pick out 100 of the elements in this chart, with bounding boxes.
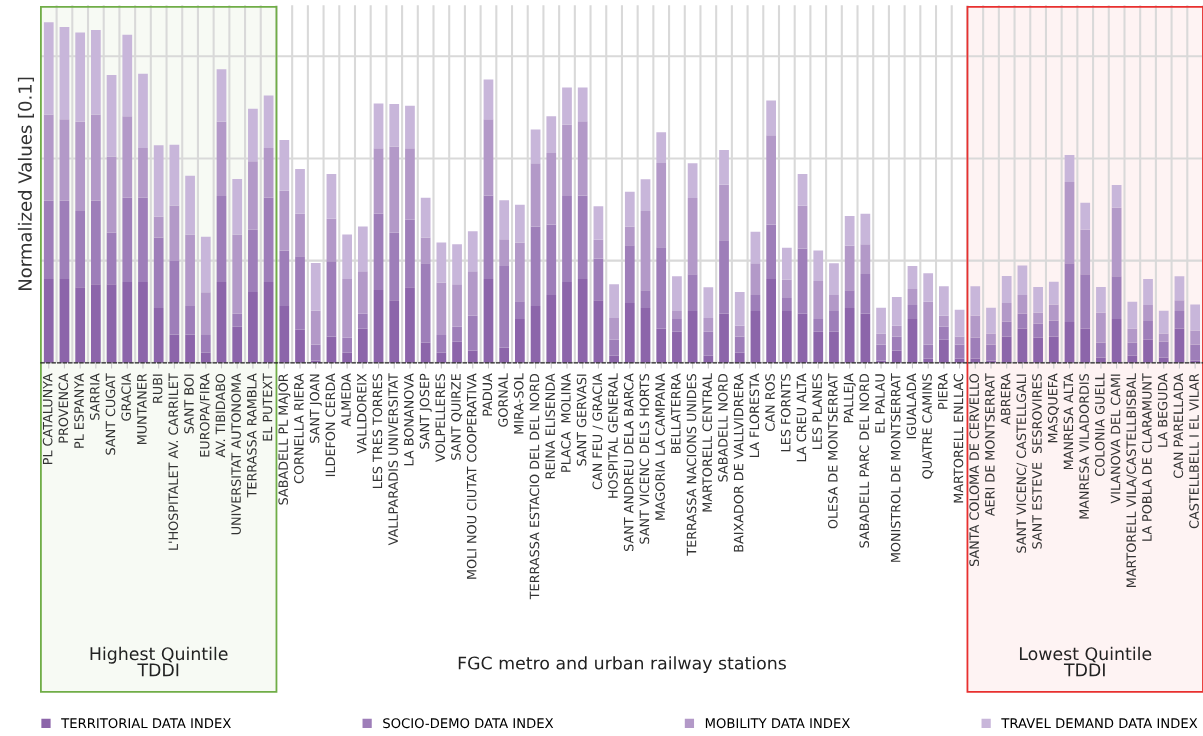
x-tick-label: SABADELL NORD [718, 374, 728, 482]
bar [1174, 276, 1185, 301]
bar [185, 234, 195, 306]
x-tick-label: EL PUTEXT [262, 373, 273, 441]
bar [263, 197, 274, 283]
bar [138, 197, 148, 283]
bar [1048, 320, 1059, 337]
bar [797, 313, 808, 363]
bar [106, 74, 117, 157]
bar [185, 305, 195, 335]
bar [279, 140, 290, 191]
x-tick-label: COLONIA GUELL [1094, 373, 1105, 476]
bar [200, 236, 211, 293]
bar [43, 22, 54, 115]
x-tick-label: LA POBLA DE CLARAMUNT [1142, 373, 1152, 541]
x-tick-label: BAIXADOR DE VALLVIDRERA [733, 373, 744, 552]
bar [483, 79, 494, 120]
bar [1001, 275, 1012, 303]
bar [1096, 286, 1106, 313]
bar [342, 234, 352, 280]
bar [593, 258, 604, 301]
bar [562, 282, 572, 363]
x-tick-label: SABADELL PL MAJOR [278, 373, 291, 505]
bar [1080, 328, 1091, 363]
bar [216, 69, 227, 122]
bar [687, 311, 698, 363]
bar [389, 300, 400, 363]
bar [970, 337, 981, 359]
bar [1033, 312, 1043, 324]
bar [1190, 304, 1201, 331]
bar [1111, 185, 1122, 208]
x-tick-label: MANRESA VILADORDIS [1079, 373, 1089, 519]
x-tick-label: MIRA-SOL [513, 373, 524, 434]
bar [373, 213, 384, 290]
bar [939, 339, 949, 363]
bar [734, 352, 745, 363]
x-tick-label: CAN PARELLADA [1173, 373, 1184, 479]
bar [91, 200, 101, 285]
bar [1033, 337, 1043, 363]
bar [263, 282, 274, 363]
x-tick-label: SANT ANDREU DELA BARCA [623, 373, 634, 551]
bar [1111, 276, 1122, 319]
bar [75, 287, 86, 363]
bar [1190, 330, 1201, 345]
x-tick-label: LA CREU ALTA [796, 373, 807, 462]
bar [452, 284, 462, 327]
bar [1048, 281, 1059, 305]
bar [891, 297, 902, 326]
bar [734, 291, 745, 326]
bar [1001, 336, 1012, 363]
x-tick-label: VOLPELLERES [435, 373, 446, 463]
bar [326, 218, 337, 262]
bar [295, 169, 305, 214]
x-tick-label: SANT GERVASI [576, 374, 587, 466]
bar [295, 213, 305, 257]
bar [357, 313, 368, 329]
x-tick-label: SARRIA [89, 373, 100, 420]
x-tick-label: GORNAL [498, 373, 508, 427]
x-tick-label: EUROPA/FIRA [199, 373, 211, 457]
bar [813, 331, 824, 363]
x-tick-label: L'HOSPITALET AV. CARRILET [168, 373, 179, 550]
bar [1064, 155, 1075, 182]
x-tick-label: MASQUEFA [1047, 373, 1059, 443]
bar [672, 311, 682, 319]
bar [829, 311, 839, 332]
bar [1096, 342, 1106, 358]
bar [232, 178, 243, 235]
x-tick-label: SANT ESTEVE SESROVIRES [1032, 373, 1042, 549]
bar [515, 204, 525, 243]
x-tick-label: BELLATERRA [671, 373, 681, 453]
x-tick-label: LA BEGUDA [1157, 373, 1168, 447]
bar [279, 305, 290, 363]
x-tick-label: OLESA DE MONTSERRAT [828, 373, 838, 529]
x-tick-label: SANT BOI [184, 374, 194, 434]
bar [75, 210, 86, 288]
bar [515, 301, 525, 319]
x-tick-label: MOLI NOU CIUTAT COOPERATIVA [466, 373, 477, 579]
bar [1158, 341, 1169, 358]
bar [923, 301, 934, 345]
bar [263, 95, 274, 148]
bar [106, 284, 117, 363]
x-tick-label: SANT VICENC DELS HORTS [639, 373, 650, 544]
bar [342, 279, 352, 338]
bar [248, 229, 258, 292]
bar [405, 219, 415, 288]
bar [719, 184, 729, 241]
bar [923, 273, 934, 302]
bar [122, 34, 133, 117]
bar [844, 216, 855, 246]
bar [876, 333, 886, 345]
bar [719, 240, 729, 314]
bar [624, 226, 635, 246]
bar [813, 250, 824, 282]
bar [923, 358, 934, 363]
bar [452, 244, 462, 285]
bar [593, 300, 604, 363]
bar [169, 205, 180, 261]
bar [640, 290, 651, 308]
bar [436, 242, 447, 283]
bar [797, 248, 808, 314]
